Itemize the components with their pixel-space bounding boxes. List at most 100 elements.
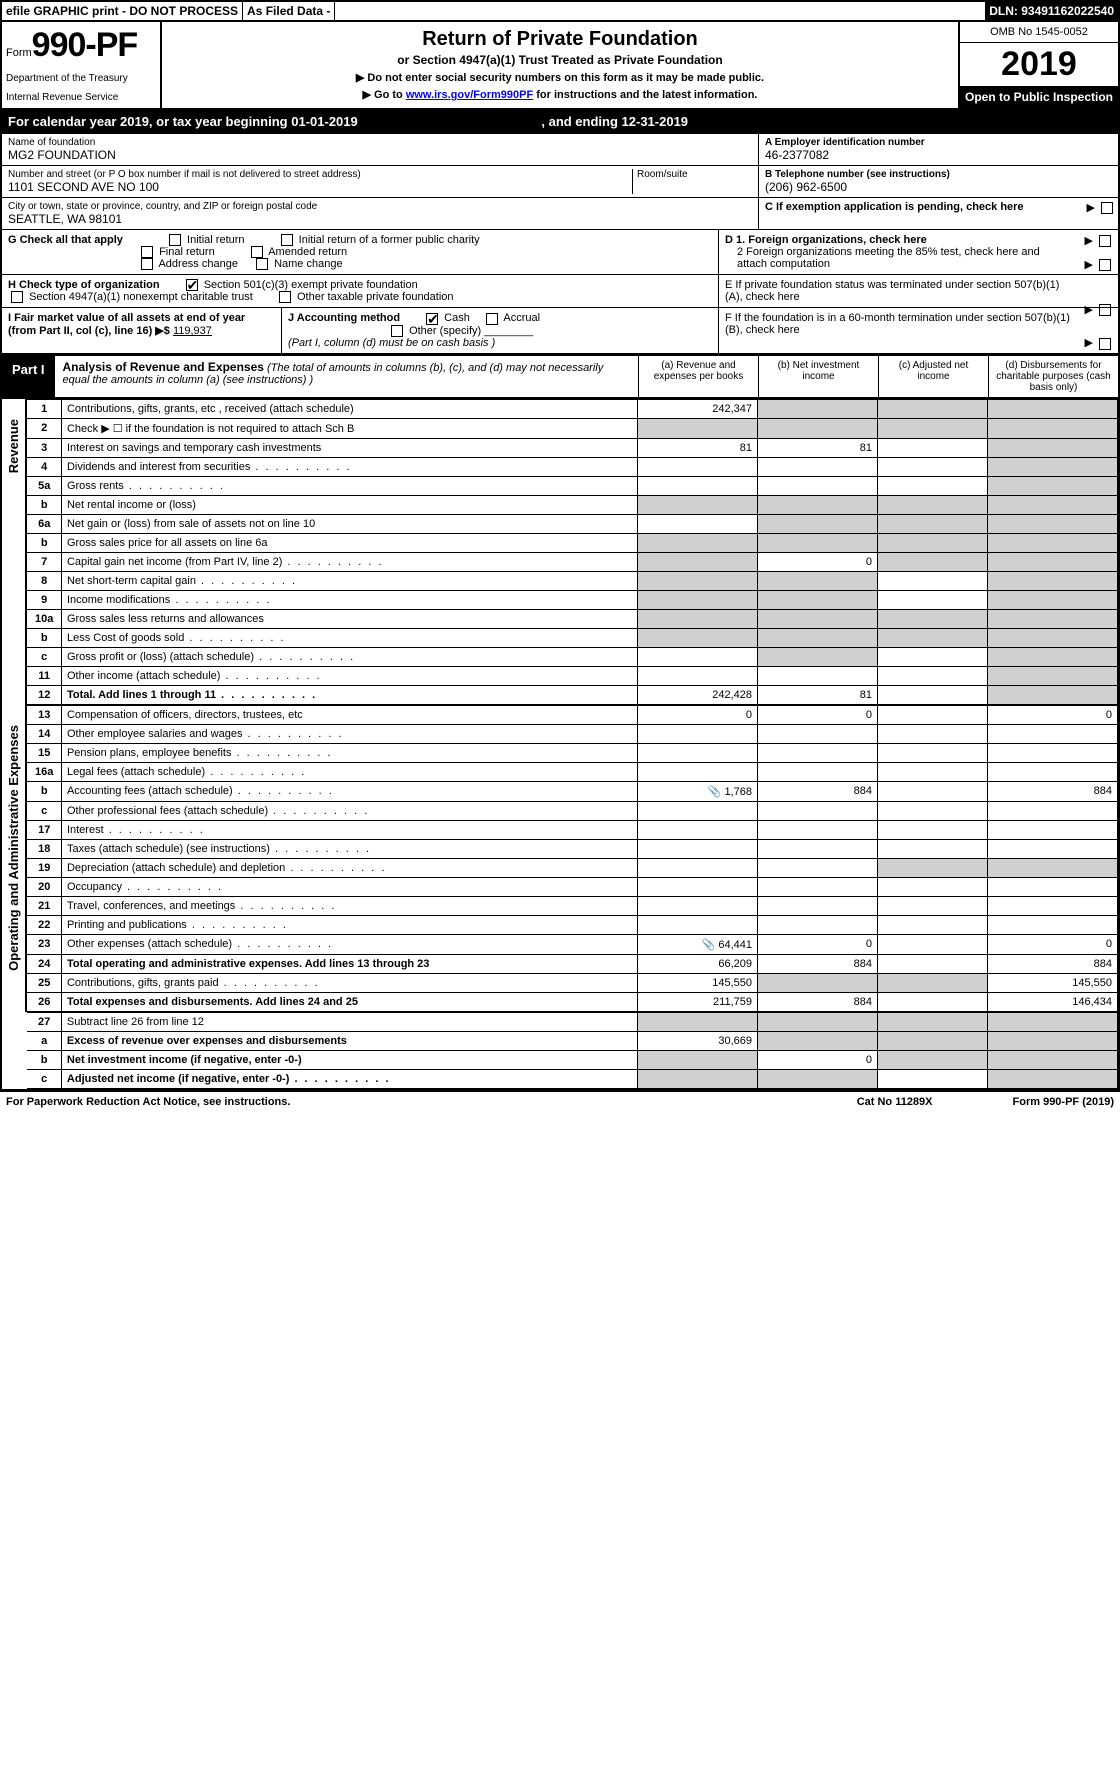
instr-1: ▶ Do not enter social security numbers o… [170, 71, 950, 84]
row-16b: bAccounting fees (attach schedule)📎 1,76… [27, 781, 1117, 801]
i-cell: I Fair market value of all assets at end… [2, 308, 282, 352]
cal-pre: For calendar year 2019, or tax year begi… [8, 114, 291, 129]
row-15: 15Pension plans, employee benefits [27, 743, 1117, 762]
row-10c: cGross profit or (loss) (attach schedule… [27, 647, 1117, 666]
ij-row: I Fair market value of all assets at end… [2, 308, 1118, 353]
cat-number: Cat No 11289X [857, 1096, 933, 1108]
h-opt1: Section 501(c)(3) exempt private foundat… [204, 279, 418, 291]
form-990pf: efile GRAPHIC print - DO NOT PROCESS As … [0, 0, 1120, 1091]
g-left: G Check all that apply Initial return In… [2, 230, 718, 274]
h-501c3-checkbox[interactable] [186, 279, 198, 291]
row-13: 13Compensation of officers, directors, t… [27, 705, 1117, 724]
d2-arrow: ▶ [1084, 258, 1114, 271]
row-8: 8Net short-term capital gain [27, 571, 1117, 590]
form-subtitle: or Section 4947(a)(1) Trust Treated as P… [170, 53, 950, 67]
row-9: 9Income modifications [27, 590, 1117, 609]
r16b-a: 1,768 [724, 786, 752, 798]
j-accrual-checkbox[interactable] [486, 313, 498, 325]
g-final-checkbox[interactable] [141, 246, 153, 258]
attach-icon[interactable]: 📎 [702, 939, 716, 951]
g-opt-4: Address change [158, 258, 238, 270]
form-prefix: Form [6, 47, 32, 59]
d-right: D 1. Foreign organizations, check here ▶… [718, 230, 1118, 274]
expenses-table: 13Compensation of officers, directors, t… [27, 705, 1118, 1012]
tax-year: 2019 [960, 43, 1118, 86]
row-16a: 16aLegal fees (attach schedule) [27, 762, 1117, 781]
c-arrow: ▶ [1086, 201, 1116, 214]
f-right: F If the foundation is in a 60-month ter… [718, 308, 1118, 352]
calendar-year-row: For calendar year 2019, or tax year begi… [2, 110, 1118, 134]
phone: (206) 962-6500 [765, 180, 1112, 194]
g-initial-checkbox[interactable] [169, 234, 181, 246]
row-14: 14Other employee salaries and wages [27, 724, 1117, 743]
cal-end: 12-31-2019 [622, 114, 689, 129]
attach-icon[interactable]: 📎 [708, 786, 722, 798]
row-27b: bNet investment income (if negative, ent… [27, 1050, 1117, 1069]
j-other-checkbox[interactable] [391, 325, 403, 337]
line27-section: 27Subtract line 26 from line 12 aExcess … [2, 1012, 1118, 1089]
c-checkbox[interactable] [1101, 202, 1113, 214]
j-cell: J Accounting method Cash Accrual Other (… [282, 308, 718, 352]
g-name-checkbox[interactable] [256, 258, 268, 270]
g-opt-3: Amended return [268, 246, 347, 258]
revenue-table: 1Contributions, gifts, grants, etc , rec… [27, 399, 1118, 705]
f-checkbox[interactable] [1099, 338, 1111, 350]
h-4947-checkbox[interactable] [11, 291, 23, 303]
d2-checkbox[interactable] [1099, 259, 1111, 271]
h-opt3: Other taxable private foundation [297, 291, 454, 303]
j-accrual: Accrual [503, 312, 540, 324]
efile-notice: efile GRAPHIC print - DO NOT PROCESS [2, 2, 243, 20]
row-21: 21Travel, conferences, and meetings [27, 896, 1117, 915]
row-10a: 10aGross sales less returns and allowanc… [27, 609, 1117, 628]
row-5b: bNet rental income or (loss) [27, 495, 1117, 514]
g-address-checkbox[interactable] [141, 258, 153, 270]
g-former-checkbox[interactable] [281, 234, 293, 246]
row-26: 26Total expenses and disbursements. Add … [27, 992, 1117, 1011]
d1-checkbox[interactable] [1099, 235, 1111, 247]
row-27: 27Subtract line 26 from line 12 [27, 1012, 1117, 1031]
blank-sidelabel [2, 1012, 27, 1089]
g-opt-2: Final return [159, 246, 215, 258]
paperwork-notice: For Paperwork Reduction Act Notice, see … [6, 1096, 290, 1108]
exemption-label: C If exemption application is pending, c… [765, 201, 1024, 213]
g-opt-0: Initial return [187, 234, 244, 246]
part1-label: Part I [2, 356, 55, 397]
irs-link[interactable]: www.irs.gov/Form990PF [406, 89, 533, 101]
revenue-sidelabel: Revenue [2, 399, 27, 705]
h-opt2: Section 4947(a)(1) nonexempt charitable … [29, 291, 253, 303]
j-note: (Part I, column (d) must be on cash basi… [288, 337, 495, 349]
revenue-section: Revenue 1Contributions, gifts, grants, e… [2, 399, 1118, 705]
h-left: H Check type of organization Section 501… [2, 275, 718, 307]
row-7: 7Capital gain net income (from Part IV, … [27, 552, 1117, 571]
i-value: 119,937 [173, 325, 212, 337]
h-row: H Check type of organization Section 501… [2, 275, 1118, 308]
addr-label: Number and street (or P O box number if … [8, 169, 632, 180]
j-cash-checkbox[interactable] [426, 313, 438, 325]
row-17: 17Interest [27, 820, 1117, 839]
col-d-head: (d) Disbursements for charitable purpose… [988, 356, 1118, 397]
row-19: 19Depreciation (attach schedule) and dep… [27, 858, 1117, 877]
open-inspection: Open to Public Inspection [960, 86, 1118, 108]
d2-label: 2 Foreign organizations meeting the 85% … [725, 246, 1112, 270]
g-amended-checkbox[interactable] [251, 246, 263, 258]
room-label: Room/suite [637, 169, 752, 180]
ein-cell: A Employer identification number 46-2377… [759, 134, 1118, 166]
row-1: 1Contributions, gifts, grants, etc , rec… [27, 399, 1117, 418]
g-opt-1: Initial return of a former public charit… [299, 234, 480, 246]
ein-label: A Employer identification number [765, 137, 1112, 148]
row-27a: aExcess of revenue over expenses and dis… [27, 1031, 1117, 1050]
row-3: 3Interest on savings and temporary cash … [27, 438, 1117, 457]
r23-a: 64,441 [718, 939, 752, 951]
instr2-pre: ▶ Go to [363, 89, 406, 101]
h-label: H Check type of organization [8, 279, 160, 291]
col-a-head: (a) Revenue and expenses per books [638, 356, 758, 397]
row-11: 11Other income (attach schedule) [27, 666, 1117, 685]
part1-title: Analysis of Revenue and Expenses [63, 360, 264, 374]
expenses-label: Operating and Administrative Expenses [6, 705, 21, 991]
dln-label: DLN: [989, 4, 1018, 18]
instr-2: ▶ Go to www.irs.gov/Form990PF for instru… [170, 88, 950, 101]
phone-cell: B Telephone number (see instructions) (2… [759, 166, 1118, 198]
dept-irs: Internal Revenue Service [6, 92, 156, 103]
h-other-checkbox[interactable] [279, 291, 291, 303]
foundation-name-cell: Name of foundation MG2 FOUNDATION [2, 134, 758, 166]
